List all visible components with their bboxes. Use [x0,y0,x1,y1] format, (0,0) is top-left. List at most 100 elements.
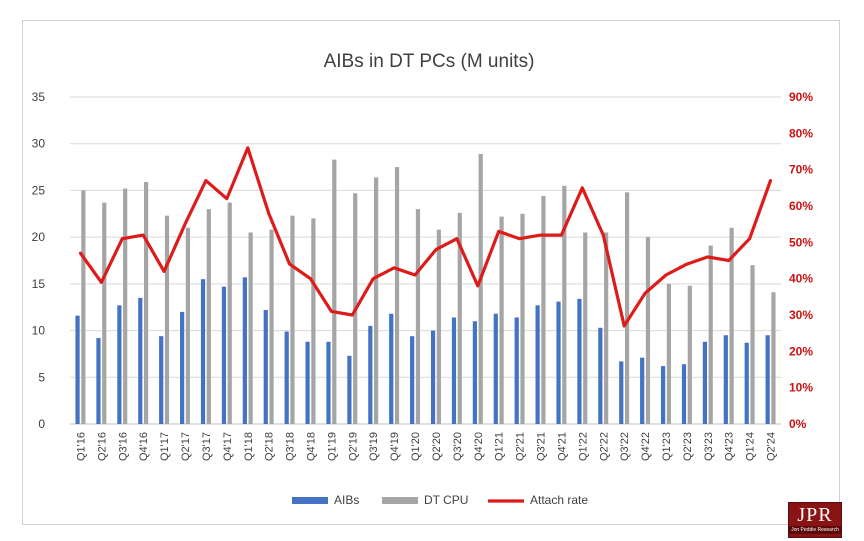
bar-aibs [472,321,477,424]
x-tick-label: Q2'18 [264,432,276,461]
x-tick-label: Q1'22 [577,432,589,461]
bar-aibs [723,335,728,424]
x-tick-label: Q2'20 [431,432,443,461]
bar-aibs [765,335,770,424]
bar-aibs [138,297,143,424]
attach-rate-line [78,146,773,328]
legend-swatch-aibs [292,497,328,504]
chart: AIBs in DT PCs (M units) 05101520253035 … [32,51,814,507]
bar-dt-cpu [750,265,755,424]
logo-subtitle: Jon Peddie Research [789,526,841,534]
x-tick-label: Q1'21 [494,432,506,461]
bar-dt-cpu [687,285,692,424]
legend: AIBs DT CPU Attach rate [292,493,588,507]
y2-tick-label: 20% [789,344,813,358]
bar-aibs [660,366,666,424]
y-axis-right: 0% 10% 20% 30% 40% 50% 60% 70% 80% 90% [789,90,813,431]
x-tick-label: Q2'22 [598,432,610,461]
bar-dt-cpu [227,202,232,424]
y-tick-label: 0 [38,417,45,431]
y-tick-label: 35 [32,90,46,104]
x-tick-label: Q1'23 [661,432,673,461]
bar-aibs [577,298,582,424]
bar-aibs [305,341,310,424]
bar-aibs [451,317,457,424]
bar-aibs [681,364,687,424]
x-tick-label: Q4'17 [222,432,234,461]
y2-tick-label: 40% [789,272,813,286]
jpr-logo: JPR Jon Peddie Research [788,502,842,538]
bar-aibs [347,355,352,424]
bar-aibs [117,305,122,424]
bar-dt-cpu [478,153,483,424]
x-tick-label: Q3'17 [201,432,213,461]
x-tick-label: Q1'16 [75,432,87,461]
x-tick-label: Q4'21 [556,432,568,461]
y-axis-left: 0 5 10 15 20 25 30 35 [32,90,46,431]
bar-dt-cpu [436,229,441,424]
bar-dt-cpu [206,209,211,424]
bar-dt-cpu [269,229,274,424]
attach-rate-series [78,146,773,328]
bar-dt-cpu [583,232,588,424]
chart-frame: AIBs in DT PCs (M units) 0 5 10 15 20 25 30 35 … [22,20,842,538]
x-tick-label: Q1'24 [745,432,757,461]
bar-dt-cpu [143,182,149,424]
x-tick-label: Q4'18 [305,432,317,461]
y2-tick-label: 50% [789,235,813,249]
y-tick-label: 5 [38,370,45,384]
bar-dt-cpu [102,202,107,424]
bar-dt-cpu [185,227,191,424]
bar-aibs [640,357,645,424]
bar-aibs [493,313,498,424]
y2-tick-label: 60% [789,199,813,213]
bar-dt-cpu [499,216,504,424]
bar-dt-cpu [164,215,170,424]
x-tick-label: Q2'24 [766,432,778,461]
bar-dt-cpu [415,209,421,424]
bar-aibs [535,305,540,424]
bar-dt-cpu [541,196,546,424]
y-tick-label: 10 [32,324,46,338]
bar-aibs [326,341,331,424]
bar-aibs [598,327,603,424]
x-tick-label: Q3'22 [619,432,631,461]
x-tick-label: Q4'19 [389,432,401,461]
x-tick-label: Q4'22 [640,432,652,461]
x-tick-label: Q3'23 [703,432,715,461]
bar-aibs [430,330,436,424]
x-tick-label: Q3'19 [368,432,380,461]
bar-aibs [75,315,80,424]
y2-tick-label: 90% [789,90,813,104]
bar-aibs [389,313,394,424]
x-tick-label: Q1'17 [159,432,171,461]
bar-aibs [200,279,206,424]
x-tick-label: Q4'23 [724,432,736,461]
bar-dt-cpu [604,232,609,424]
x-tick-label: Q3'20 [452,432,464,461]
bar-aibs [159,336,164,424]
bar-aibs [284,331,289,424]
y2-tick-label: 0% [789,417,807,431]
bar-aibs [180,311,185,424]
y-tick-label: 20 [32,230,46,244]
bar-dt-cpu [290,215,295,424]
bar-dt-cpu [332,159,337,424]
legend-label-dt-cpu: DT CPU [424,493,468,507]
bar-dt-cpu [123,188,128,424]
x-axis: Q1'16 Q2'16 Q3'16 Q4'16 Q1'17 Q2'17 Q3'17 Q4'17… [75,432,777,461]
bar-dt-cpu [81,190,86,424]
y2-tick-label: 10% [789,381,813,395]
legend-swatch-dt-cpu [382,497,418,504]
x-tick-label: Q4'20 [473,432,485,461]
y2-tick-label: 30% [789,308,813,322]
bar-aibs [263,310,268,424]
y2-tick-label: 80% [789,126,813,140]
bar-aibs [368,325,373,424]
bar-dt-cpu [708,245,713,424]
x-tick-label: Q1'20 [410,432,422,461]
bar-aibs [702,341,708,424]
bar-dt-cpu [374,177,379,424]
logo-mark: JPR [797,504,833,526]
bar-aibs [96,338,101,424]
